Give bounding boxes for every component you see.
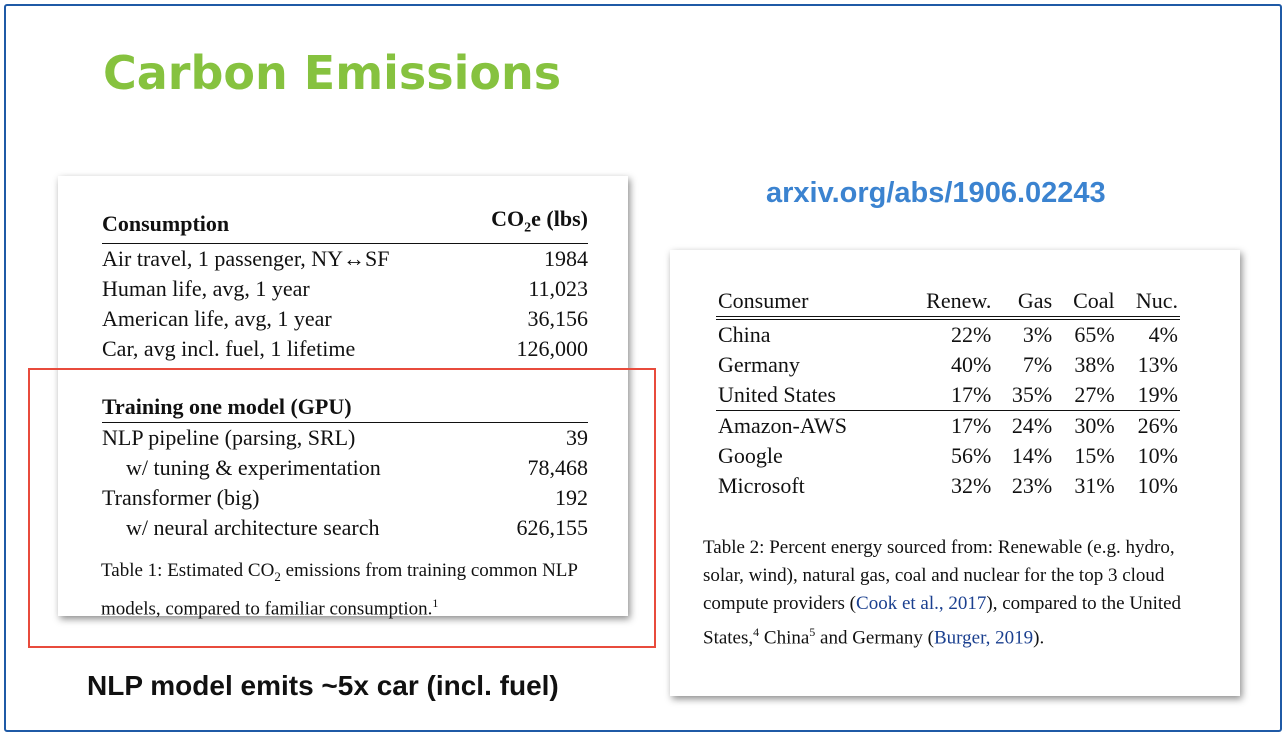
- row-label: Car, avg incl. fuel, 1 lifetime: [102, 336, 356, 362]
- cell-value: 40%: [951, 352, 992, 377]
- cell-value: 17%: [898, 410, 994, 441]
- row-label: Transformer (big): [102, 485, 260, 511]
- row-label: Germany: [718, 352, 800, 377]
- table-row: w/ neural architecture search 626,155: [102, 513, 588, 543]
- cell-value: 3%: [1022, 322, 1053, 347]
- cell-value: 14%: [1011, 443, 1053, 468]
- table-row: Google 56% 14% 15% 10%: [716, 441, 1180, 471]
- slide-frame: [4, 4, 1282, 732]
- energy-source-table: Consumer Renew. Gas Coal Nuc. China 22% 3% 65% 4…: [716, 286, 1180, 501]
- table-header-row: Consumption CO2e (lbs): [102, 204, 588, 245]
- table-row: Car, avg incl. fuel, 1 lifetime 126,000: [102, 334, 588, 364]
- table-row: Air travel, 1 passenger, NY↔SF 1984: [102, 244, 588, 275]
- bottom-caption: NLP model emits ~5x car (incl. fuel): [87, 670, 559, 701]
- row-label: Air travel, 1 passenger, NY↔SF: [102, 246, 390, 272]
- row-value: 11,023: [528, 276, 588, 302]
- cell-value: 56%: [951, 443, 992, 468]
- row-label: w/ neural architecture search: [126, 515, 380, 541]
- cell-value: 27%: [1074, 382, 1115, 407]
- cell-value: 10%: [1137, 443, 1178, 468]
- column-header: Consumer: [716, 286, 899, 320]
- cell-value: 22%: [951, 322, 992, 347]
- training-header-row: Training one model (GPU): [102, 392, 588, 424]
- row-label: Microsoft: [718, 473, 805, 498]
- cell-value: 38%: [1074, 352, 1115, 377]
- table-row: Microsoft 32% 23% 31% 10%: [716, 471, 1180, 501]
- column-header: Gas: [993, 286, 1055, 320]
- table-row: Germany 40% 7% 38% 13%: [716, 350, 1180, 380]
- row-label: United States: [718, 382, 836, 407]
- cell-value: 17%: [951, 382, 992, 407]
- row-value: 192: [555, 485, 588, 511]
- emissions-table: Consumption CO2e (lbs) Air travel, 1 pas…: [102, 204, 588, 543]
- row-value: 126,000: [516, 336, 589, 362]
- cell-value: 4%: [1148, 322, 1178, 347]
- table-row: NLP pipeline (parsing, SRL) 39: [102, 423, 588, 454]
- row-label: w/ tuning & experimentation: [126, 455, 381, 481]
- table2-card: Consumer Renew. Gas Coal Nuc. China 22% 3% 65% 4…: [670, 250, 1240, 696]
- slide-title: Carbon Emissions: [103, 46, 562, 100]
- row-label: NLP pipeline (parsing, SRL): [102, 425, 356, 451]
- row-value: 36,156: [527, 306, 589, 332]
- cell-value: 26%: [1116, 410, 1180, 441]
- arxiv-link[interactable]: arxiv.org/abs/1906.02243: [766, 177, 1106, 209]
- column-header: Nuc.: [1116, 286, 1180, 320]
- table-row: United States 17% 35% 27% 19%: [716, 380, 1180, 411]
- consumption-header: Consumption: [102, 204, 466, 245]
- cell-value: 7%: [1022, 352, 1053, 377]
- citation-link[interactable]: Cook et al., 2017: [856, 593, 987, 614]
- cell-value: 30%: [1054, 410, 1117, 441]
- table1-card: Consumption CO2e (lbs) Air travel, 1 pas…: [58, 176, 628, 619]
- training-header: Training one model (GPU): [102, 392, 466, 424]
- citation-link[interactable]: Burger, 2019: [934, 627, 1034, 649]
- row-label: China: [718, 322, 771, 347]
- cell-value: 19%: [1137, 382, 1178, 407]
- table-row: American life, avg, 1 year 36,156: [102, 304, 588, 334]
- cell-value: 31%: [1074, 473, 1115, 498]
- cell-value: 65%: [1074, 322, 1115, 347]
- row-value: 39: [566, 425, 588, 451]
- table-header-row: Consumer Renew. Gas Coal Nuc.: [716, 286, 1180, 320]
- cell-value: 10%: [1137, 473, 1178, 498]
- row-label: Amazon-AWS: [716, 410, 899, 441]
- cell-value: 32%: [951, 473, 992, 498]
- table-row: Human life, avg, 1 year 11,023: [102, 274, 588, 304]
- cell-value: 15%: [1074, 443, 1115, 468]
- row-label: Human life, avg, 1 year: [102, 276, 310, 302]
- row-label: Google: [718, 443, 783, 468]
- table1-caption: Table 1: Estimated CO2 emissions from tr…: [101, 560, 578, 620]
- column-header: Coal: [1054, 286, 1117, 320]
- cell-value: 23%: [1011, 473, 1053, 498]
- table-row: w/ tuning & experimentation 78,468: [102, 453, 588, 483]
- table-row: China 22% 3% 65% 4%: [716, 318, 1180, 350]
- row-label: American life, avg, 1 year: [102, 306, 332, 332]
- cell-value: 35%: [1011, 382, 1053, 407]
- row-value: 1984: [544, 246, 588, 272]
- column-header: Renew.: [898, 286, 994, 320]
- table-row: Transformer (big) 192: [102, 483, 588, 513]
- row-value: 78,468: [527, 455, 589, 481]
- co2-header: CO2e (lbs): [465, 204, 588, 245]
- table-row: Amazon-AWS 17% 24% 30% 26%: [716, 410, 1180, 441]
- row-value: 626,155: [516, 515, 589, 541]
- cell-value: 13%: [1137, 352, 1178, 377]
- cell-value: 24%: [993, 410, 1055, 441]
- table2-caption: Table 2: Percent energy sourced from: Re…: [703, 537, 1182, 649]
- highlight-box: [28, 368, 656, 648]
